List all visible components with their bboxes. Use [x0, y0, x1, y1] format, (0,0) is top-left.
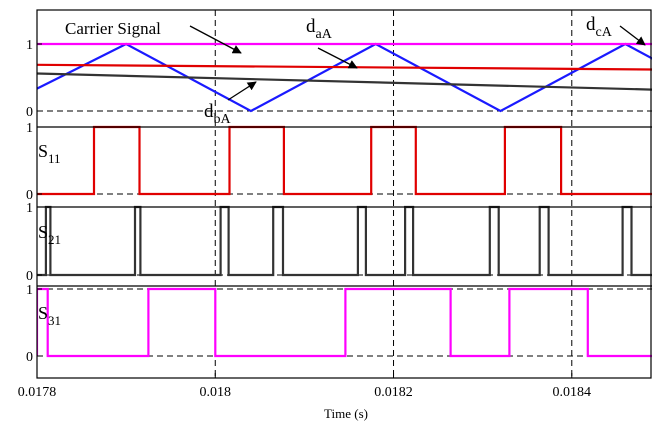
- pulse-train-s11: [37, 125, 652, 196]
- panel-label-s21-main: S: [38, 222, 48, 242]
- pulse-train-s21: [37, 205, 652, 277]
- annotation-dba-sub: bA: [214, 112, 232, 127]
- annotation-dca-arrow: [619, 25, 646, 46]
- x-axis-label: Time (s): [324, 406, 368, 421]
- annotation-daa-main: d: [306, 16, 316, 37]
- text-layer: 0.0178 0.018 0.0182 0.018401010101S11S21S31…: [18, 14, 646, 400]
- panel-label-s11-main: S: [38, 141, 48, 161]
- annotation-daa-sub: aA: [316, 27, 333, 42]
- panel-label-s31-main: S: [38, 303, 48, 323]
- y-tick-label: 0: [26, 350, 33, 365]
- panel-label-s11: S11: [38, 141, 61, 166]
- y-tick-label: 1: [26, 201, 33, 216]
- annotation-carrier-signal-arrow: [189, 25, 242, 54]
- panel-label-s21: S21: [38, 222, 61, 247]
- y-tick-label: 0: [26, 105, 33, 120]
- y-tick-label: 1: [26, 121, 33, 136]
- annotation-dba: dbA: [204, 101, 232, 127]
- x-tick-label: 0.018: [200, 385, 232, 400]
- x-tick-label: 0.0182: [374, 385, 413, 400]
- annotation-daa-arrow: [317, 47, 358, 69]
- y-tick-label: 0: [26, 188, 33, 203]
- annotation-dba-arrow: [227, 81, 257, 101]
- axes-layer: [36, 9, 652, 379]
- annotation-dca-main: d: [586, 14, 596, 35]
- series-carrier-signal: [37, 42, 652, 113]
- annotation-dba-main: d: [204, 101, 214, 122]
- y-tick-label: 1: [26, 283, 33, 298]
- annotation-carrier-signal: Carrier Signal: [65, 19, 161, 38]
- data-layer: [37, 42, 652, 358]
- y-tick-label: 1: [26, 38, 33, 53]
- panel-label-s21-sub: 21: [48, 232, 61, 247]
- panel-label-s11-sub: 11: [48, 151, 61, 166]
- annotation-daa: daA: [306, 16, 333, 42]
- annotation-dca: dcA: [586, 14, 613, 40]
- series-dca: [37, 72, 652, 91]
- y-tick-label: 0: [26, 269, 33, 284]
- pulse-train-s31: [37, 287, 652, 358]
- panel-label-s31-sub: 31: [48, 313, 61, 328]
- series-dba: [37, 63, 652, 71]
- x-tick-label: 0.0184: [553, 385, 592, 400]
- x-tick-label: 0.0178: [18, 385, 57, 400]
- panel-label-s31: S31: [38, 303, 61, 328]
- annotation-dca-sub: cA: [596, 25, 613, 40]
